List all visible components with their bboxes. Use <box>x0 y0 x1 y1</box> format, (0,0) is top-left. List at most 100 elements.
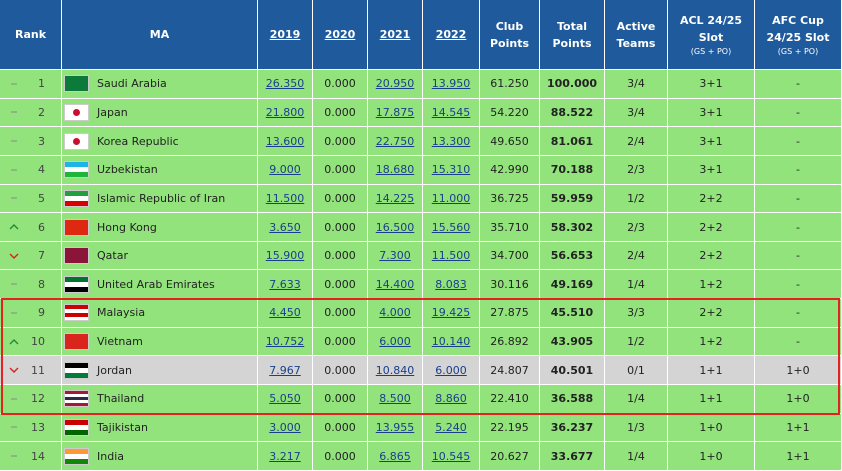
value-link[interactable]: 18.680 <box>375 163 415 177</box>
value-link[interactable]: 6.000 <box>435 363 467 377</box>
value: 0.000 <box>324 191 356 205</box>
value: 0.000 <box>324 449 356 463</box>
value-link[interactable]: 10.545 <box>431 449 471 463</box>
header-label[interactable]: 2019 <box>269 28 301 41</box>
trend-icon <box>9 224 19 230</box>
value: 3+1 <box>699 163 723 177</box>
value-link[interactable]: 14.225 <box>375 191 415 205</box>
value-link[interactable]: 5.240 <box>435 420 467 434</box>
value-link[interactable]: 20.950 <box>375 77 415 91</box>
value: 0.000 <box>324 420 356 434</box>
value-link[interactable]: 21.800 <box>265 105 305 119</box>
flag <box>64 333 89 351</box>
value: 0.000 <box>324 249 356 263</box>
value-cell: 2+2 <box>668 184 755 214</box>
value-link[interactable]: 15.560 <box>431 220 471 234</box>
value: 3+1 <box>699 105 723 119</box>
value-cell: 10.840 <box>368 356 423 386</box>
value: 24.807 <box>490 363 529 377</box>
value-cell: 10.752 <box>258 327 313 357</box>
flag <box>64 275 89 293</box>
value-link[interactable]: 6.000 <box>379 335 411 349</box>
header-label[interactable]: 2020 <box>324 28 356 41</box>
value: 36.725 <box>490 191 529 205</box>
value-cell: 0.000 <box>313 299 368 328</box>
value-link[interactable]: 14.400 <box>375 277 415 291</box>
ma-cell: Vietnam <box>62 327 258 357</box>
ma-cell: United Arab Emirates <box>62 270 258 300</box>
country-name: Jordan <box>97 363 132 377</box>
flag <box>64 218 89 236</box>
value-cell: 14.400 <box>368 270 423 300</box>
value-link[interactable]: 7.300 <box>379 249 411 263</box>
header-cell: 2022 <box>423 0 480 70</box>
value-cell: - <box>755 70 842 99</box>
value-link[interactable]: 26.350 <box>265 77 305 91</box>
flag-stripe <box>65 316 88 321</box>
value-cell: 45.510 <box>540 299 605 328</box>
value-cell: - <box>755 327 842 357</box>
value-cell: 11.500 <box>258 184 313 214</box>
value-link[interactable]: 10.752 <box>265 335 305 349</box>
flag-stripe <box>65 312 88 317</box>
value-link[interactable]: 3.217 <box>269 449 301 463</box>
header-label[interactable]: 2021 <box>379 28 411 41</box>
value-cell: 1/2 <box>605 327 668 357</box>
value-link[interactable]: 14.545 <box>431 105 471 119</box>
value-cell: 30.116 <box>480 270 540 300</box>
value-link[interactable]: 3.650 <box>269 220 301 234</box>
value-cell: 0.000 <box>313 241 368 271</box>
rank: 10 <box>31 335 45 349</box>
value-link[interactable]: 10.840 <box>375 363 415 377</box>
value-link[interactable]: 5.050 <box>269 392 301 406</box>
header-label[interactable]: 2022 <box>435 28 467 41</box>
value-link[interactable]: 9.000 <box>269 163 301 177</box>
country-name: United Arab Emirates <box>97 277 215 291</box>
rank-cell: 8 <box>0 270 62 300</box>
value-link[interactable]: 22.750 <box>375 134 415 148</box>
value-link[interactable]: 4.450 <box>269 306 301 320</box>
flag <box>64 75 89 93</box>
value-link[interactable]: 13.600 <box>265 134 305 148</box>
value-link[interactable]: 8.860 <box>435 392 467 406</box>
value: 61.250 <box>490 77 529 91</box>
value-link[interactable]: 11.000 <box>431 191 471 205</box>
value: 0.000 <box>324 306 356 320</box>
header-cell: MA <box>62 0 258 70</box>
value: 1/2 <box>627 191 645 205</box>
value-cell: 14.225 <box>368 184 423 214</box>
flag-emblem <box>73 108 80 116</box>
value-link[interactable]: 13.955 <box>375 420 415 434</box>
value-link[interactable]: 16.500 <box>375 220 415 234</box>
value-link[interactable]: 3.000 <box>269 420 301 434</box>
value-cell: 36.237 <box>540 413 605 443</box>
value-link[interactable]: 7.967 <box>269 363 301 377</box>
value-link[interactable]: 7.633 <box>269 277 301 291</box>
value-link[interactable]: 11.500 <box>265 191 305 205</box>
value-link[interactable]: 17.875 <box>375 105 415 119</box>
value-link[interactable]: 6.865 <box>379 449 411 463</box>
rank-cell: 14 <box>0 442 62 471</box>
value: 2/4 <box>627 134 645 148</box>
header-cell: Rank <box>0 0 62 70</box>
value-cell: 61.250 <box>480 70 540 99</box>
ma-cell: Hong Kong <box>62 213 258 242</box>
value-link[interactable]: 13.950 <box>431 77 471 91</box>
value-link[interactable]: 8.500 <box>379 392 411 406</box>
value-link[interactable]: 19.425 <box>431 306 471 320</box>
value-link[interactable]: 15.900 <box>265 249 305 263</box>
value-cell: 1+2 <box>668 327 755 357</box>
value-link[interactable]: 8.083 <box>435 277 467 291</box>
value-cell: 2+2 <box>668 213 755 242</box>
value-cell: 10.545 <box>423 442 480 471</box>
rank: 12 <box>31 392 45 406</box>
value-link[interactable]: 10.140 <box>431 335 471 349</box>
value-link[interactable]: 15.310 <box>431 163 471 177</box>
value-cell: 59.959 <box>540 184 605 214</box>
value-link[interactable]: 11.500 <box>431 249 471 263</box>
header-cell: Active Teams <box>605 0 668 70</box>
value-cell: 2/3 <box>605 213 668 242</box>
value-link[interactable]: 4.000 <box>379 306 411 320</box>
value-link[interactable]: 13.300 <box>431 134 471 148</box>
